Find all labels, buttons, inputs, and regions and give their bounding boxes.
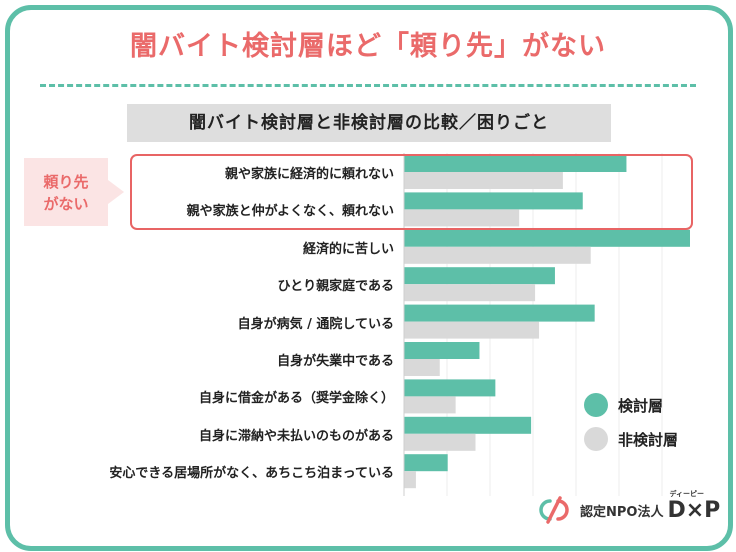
bar-series1-0 [404, 155, 627, 172]
bar-series2-7 [404, 433, 476, 451]
category-label-8: 安心できる居場所がなく、あちこち泊まっている [109, 466, 394, 482]
legend-swatch-series2 [584, 427, 608, 451]
bar-series1-3 [404, 267, 555, 285]
category-label-5: 自身が失業中である [277, 354, 394, 369]
highlight-box [130, 154, 693, 230]
logo-ruby: ディーピー [669, 489, 704, 498]
bar-series1-6 [404, 379, 496, 397]
callout-text: 頼り先 がない [24, 171, 108, 215]
logo-org-name: 認定NPO法人 [580, 504, 664, 520]
bar-series2-4 [404, 321, 540, 339]
legend-swatch-series1 [584, 393, 608, 417]
bar-series1-4 [404, 304, 595, 322]
logo-brand: ディーピー D×P [667, 490, 721, 523]
category-label-7: 自身に滞納や未払いのものがある [198, 428, 394, 444]
category-label-6: 自身に借金がある（奨学金除く） [198, 391, 394, 407]
category-label-1: 親や家族と仲がよくなく、頼れない [186, 204, 394, 220]
chart-title: 闇バイト検討層ほど「頼り先」がない [130, 31, 606, 62]
bar-series1-2 [404, 229, 690, 247]
bar-series2-8 [404, 471, 416, 489]
title-divider [40, 84, 696, 87]
callout-arrow [108, 180, 124, 204]
bar-series2-6 [404, 396, 456, 414]
dxp-logo-icon [539, 496, 569, 524]
bar-series1-1 [404, 192, 583, 210]
category-label-0: 親や家族に経済的に頼れない [224, 167, 394, 182]
bar-series1-5 [404, 342, 480, 359]
bar-series2-5 [404, 359, 440, 376]
chart-subtitle: 闇バイト検討層と非検討層の比較／困りごと [127, 104, 611, 142]
category-label-2: 経済的に苦しい [302, 241, 394, 257]
category-label-4: 自身が病気 / 通院している [237, 316, 394, 332]
dxp-logo: 認定NPO法人 ディーピー D×P [534, 490, 721, 525]
legend-item-series2: 非検討層 [584, 427, 678, 451]
bar-series2-2 [404, 246, 591, 264]
legend-label-series2: 非検討層 [618, 430, 679, 449]
bar-series2-0 [404, 172, 563, 189]
callout-line-2: がない [43, 195, 89, 213]
category-label-3: ひとり親家庭である [277, 279, 394, 295]
bar-series1-8 [404, 454, 448, 472]
bar-series1-7 [404, 416, 532, 434]
legend-label-series1: 検討層 [618, 396, 664, 415]
card-frame [5, 5, 733, 551]
bar-series2-1 [404, 209, 520, 227]
callout-box [24, 158, 108, 226]
legend-item-series1: 検討層 [584, 393, 663, 417]
logo-brand-text: D×P [667, 497, 721, 523]
bar-series2-3 [404, 284, 536, 302]
callout-line-1: 頼り先 [43, 173, 89, 191]
